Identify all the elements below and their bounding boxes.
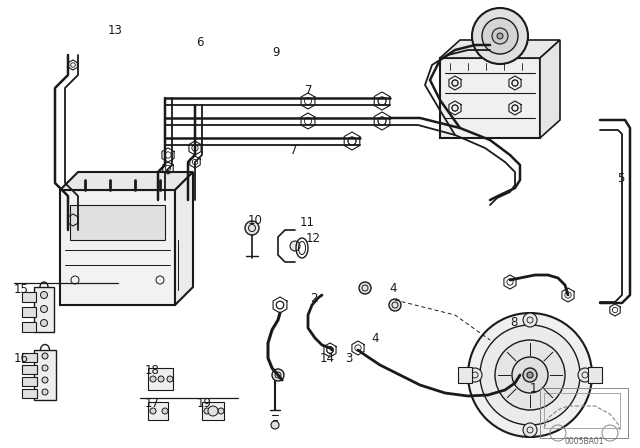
Text: 15: 15: [14, 283, 29, 296]
Circle shape: [495, 340, 565, 410]
Text: 7: 7: [290, 143, 298, 156]
Circle shape: [150, 376, 156, 382]
Circle shape: [40, 306, 47, 313]
Text: 10: 10: [248, 214, 263, 227]
Circle shape: [40, 319, 47, 327]
Circle shape: [578, 368, 592, 382]
Circle shape: [42, 389, 48, 395]
Circle shape: [218, 408, 224, 414]
Circle shape: [204, 408, 210, 414]
Circle shape: [523, 423, 537, 437]
Text: 18: 18: [145, 363, 160, 376]
Bar: [22, 365, 37, 374]
Circle shape: [389, 299, 401, 311]
Circle shape: [512, 357, 548, 393]
Bar: [22, 377, 37, 386]
Text: 2: 2: [310, 292, 317, 305]
Bar: [588, 367, 602, 383]
Text: 19: 19: [197, 396, 212, 409]
Circle shape: [150, 408, 156, 414]
Bar: [202, 402, 224, 420]
Bar: [34, 287, 54, 332]
Circle shape: [468, 368, 482, 382]
Circle shape: [42, 353, 48, 359]
Circle shape: [40, 292, 47, 298]
Bar: [70, 205, 165, 240]
Bar: [540, 388, 628, 438]
Text: 4: 4: [389, 281, 397, 294]
Text: 17: 17: [145, 396, 160, 409]
Text: 1: 1: [530, 382, 538, 395]
Text: 4: 4: [371, 332, 379, 345]
Circle shape: [527, 372, 533, 378]
Circle shape: [359, 282, 371, 294]
Circle shape: [208, 406, 218, 416]
Circle shape: [492, 28, 508, 44]
Bar: [60, 190, 175, 305]
Circle shape: [480, 325, 580, 425]
Text: 13: 13: [108, 23, 123, 36]
Bar: [148, 402, 168, 420]
Polygon shape: [540, 40, 560, 138]
Text: 3: 3: [345, 352, 353, 365]
Polygon shape: [440, 40, 560, 58]
Circle shape: [290, 241, 300, 251]
Bar: [22, 353, 37, 362]
Text: 5: 5: [617, 172, 625, 185]
Bar: [22, 322, 36, 332]
Bar: [34, 350, 56, 400]
Text: 14: 14: [320, 352, 335, 365]
Text: 9: 9: [272, 46, 280, 59]
Text: 0005BA01: 0005BA01: [564, 437, 604, 446]
Polygon shape: [175, 172, 193, 305]
Circle shape: [167, 376, 173, 382]
Circle shape: [158, 376, 164, 382]
Polygon shape: [440, 58, 540, 138]
Circle shape: [42, 377, 48, 383]
Bar: [458, 367, 472, 383]
Bar: [544, 393, 620, 428]
Circle shape: [42, 365, 48, 371]
Bar: [22, 307, 36, 317]
Circle shape: [523, 313, 537, 327]
Polygon shape: [60, 172, 193, 190]
Circle shape: [472, 8, 528, 64]
Circle shape: [523, 368, 537, 382]
Circle shape: [162, 408, 168, 414]
Text: 7: 7: [305, 83, 312, 96]
Bar: [22, 389, 37, 398]
Circle shape: [482, 18, 518, 54]
Circle shape: [468, 313, 592, 437]
Text: 6: 6: [196, 35, 204, 48]
Bar: [148, 368, 173, 390]
Circle shape: [245, 221, 259, 235]
Text: 11: 11: [300, 215, 315, 228]
Circle shape: [271, 421, 279, 429]
Circle shape: [272, 369, 284, 381]
Circle shape: [497, 33, 503, 39]
Bar: [22, 292, 36, 302]
Text: 16: 16: [14, 352, 29, 365]
Text: 12: 12: [306, 232, 321, 245]
Text: 8: 8: [510, 315, 517, 328]
